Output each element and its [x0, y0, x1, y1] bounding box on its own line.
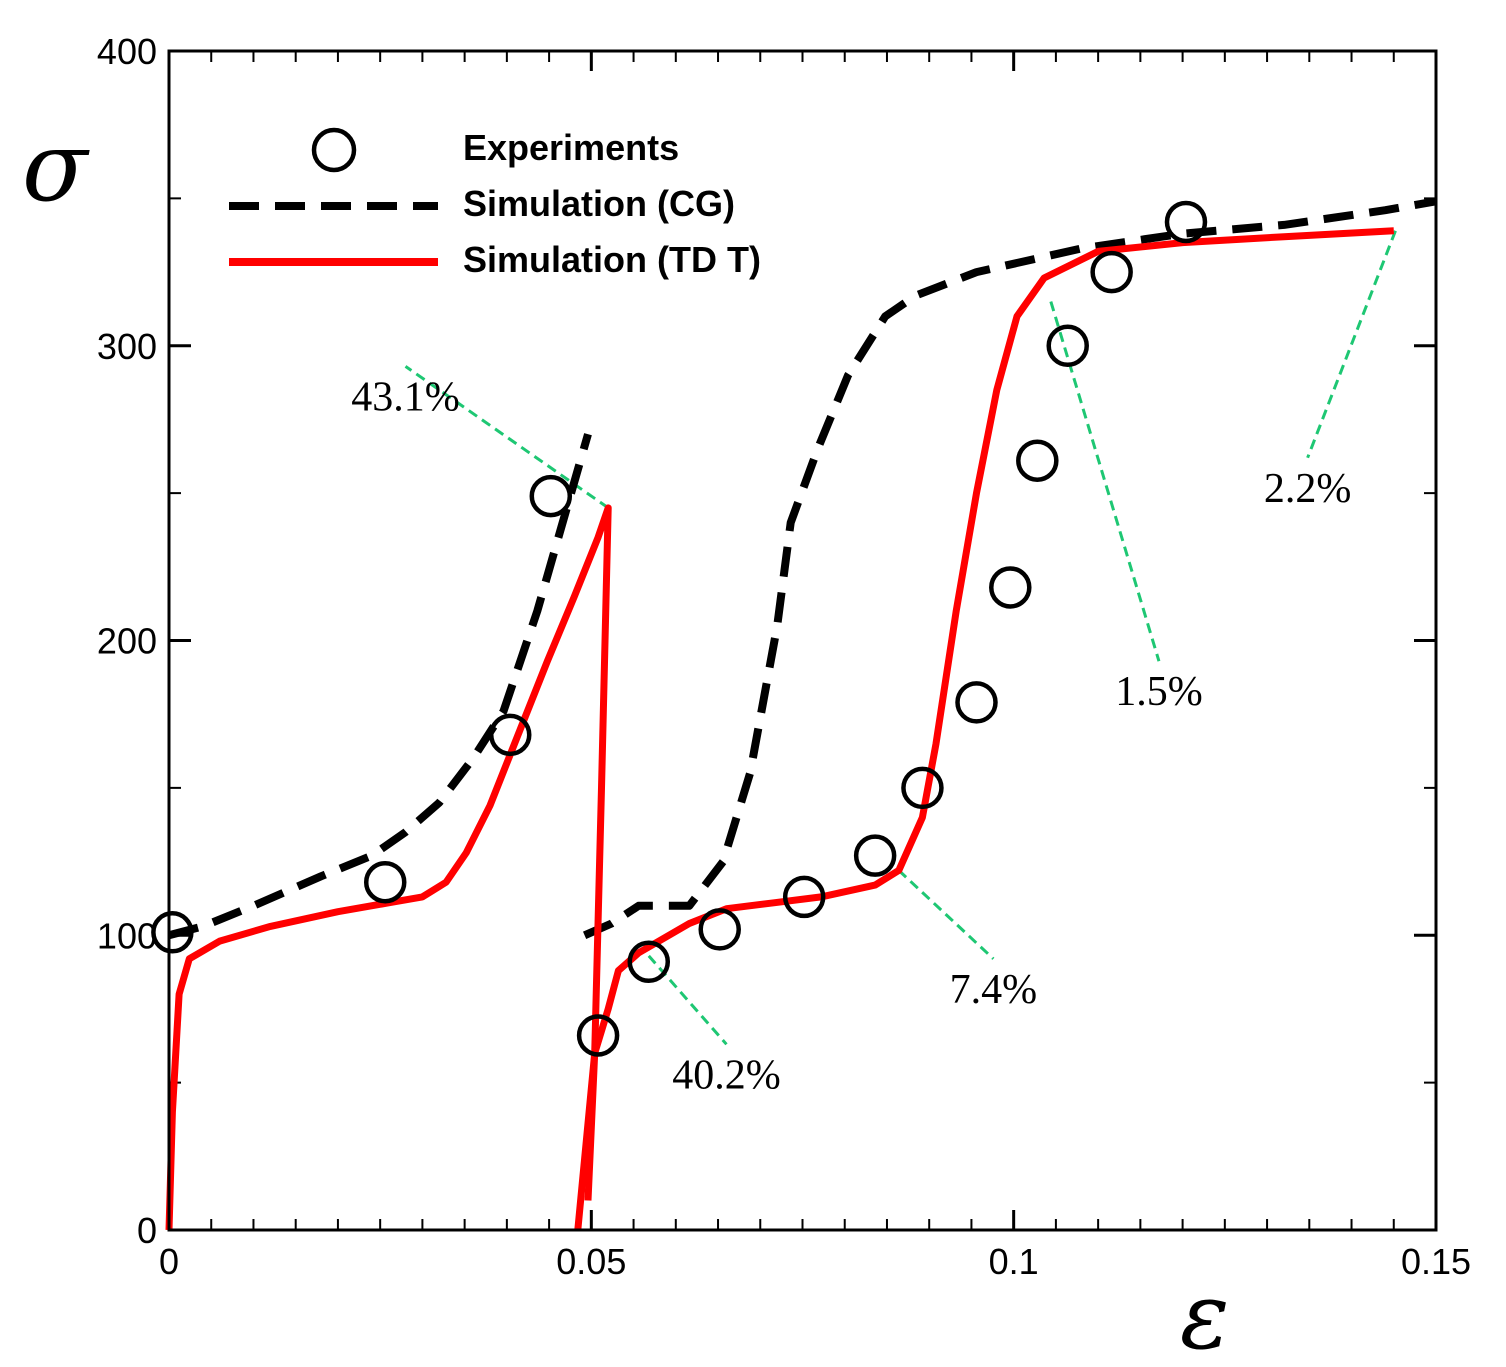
- plot-frame: [167, 49, 1438, 1232]
- experiment-point: [488, 713, 532, 757]
- experiment-point: [363, 860, 407, 904]
- annotation-leader: [1049, 301, 1161, 662]
- experiment-point: [955, 681, 998, 724]
- experiment-point: [1046, 324, 1089, 367]
- x-tick-label: 0.15: [1401, 1241, 1471, 1282]
- y-tick-label: 0: [137, 1210, 157, 1251]
- experiment-point: [627, 940, 671, 984]
- annotation-leader: [1306, 230, 1397, 459]
- cg-simulation-line: [167, 433, 592, 940]
- x-tick-label: 0.1: [989, 1241, 1039, 1282]
- experiment-point: [989, 566, 1032, 609]
- annotation-leader: [647, 954, 728, 1046]
- y-tick-label: 400: [97, 31, 157, 72]
- annotation-label: 40.2%: [672, 1052, 781, 1098]
- axis-labels-layer: 0 0.05 0.1 0.15 0 100 200 300 400: [97, 31, 1471, 1282]
- experiment-point: [1164, 200, 1208, 244]
- legend: Experiments Simulation (CG) Simulation (…: [229, 127, 761, 280]
- y-tick-label: 200: [97, 621, 157, 662]
- series-layer: [165, 197, 1437, 1231]
- x-axis-label: ε: [1180, 1263, 1229, 1367]
- experiment-point: [1090, 250, 1133, 294]
- y-tick-label: 300: [97, 326, 157, 367]
- experiment-point: [901, 766, 944, 810]
- experiment-point: [853, 834, 897, 877]
- experiment-point: [1016, 439, 1059, 482]
- legend-experiments-label: Experiments: [463, 127, 679, 168]
- legend-tdt-label: Simulation (TD T): [463, 239, 761, 280]
- tdt-simulation-line: [165, 504, 612, 1231]
- annotation-label: 43.1%: [351, 374, 460, 420]
- legend-experiments-marker: [311, 127, 357, 173]
- legend-cg-label: Simulation (CG): [463, 183, 735, 224]
- x-tick-label: 0.05: [556, 1241, 626, 1282]
- annotation-leader: [897, 869, 995, 960]
- y-tick-label: 100: [97, 915, 157, 956]
- experiment-point: [529, 474, 573, 518]
- experiment-markers: [151, 200, 1208, 1057]
- annotation-label: 7.4%: [950, 967, 1038, 1013]
- x-tick-label: 0: [159, 1241, 179, 1282]
- y-axis-label: σ: [22, 111, 90, 223]
- experiment-point: [698, 908, 741, 951]
- annotation-label: 2.2%: [1264, 466, 1352, 512]
- experiment-point: [151, 911, 194, 954]
- experiment-point: [782, 875, 826, 919]
- annotation-label: 1.5%: [1115, 669, 1203, 715]
- experiment-point: [576, 1014, 620, 1057]
- annotation-labels: 43.1% 40.2% 7.4% 1.5% 2.2%: [351, 374, 1351, 1098]
